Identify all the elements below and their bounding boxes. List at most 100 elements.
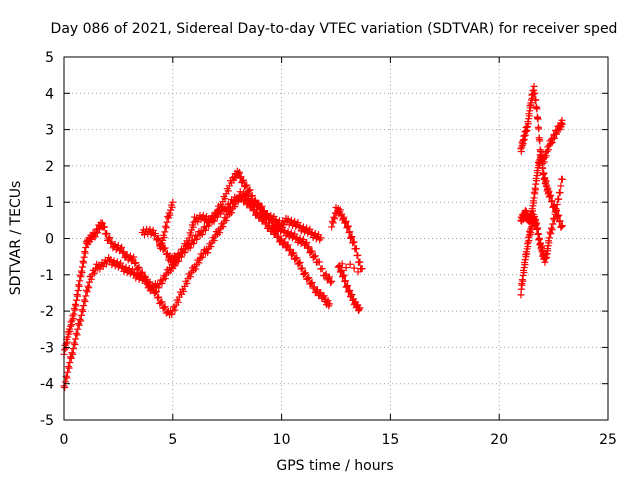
data-point — [311, 252, 319, 260]
data-point — [345, 229, 353, 237]
data-point — [75, 321, 83, 329]
data-point — [106, 234, 114, 242]
data-point — [541, 153, 549, 161]
data-point — [69, 350, 77, 358]
data-point — [268, 226, 276, 234]
data-point — [305, 243, 313, 251]
data-point — [224, 187, 232, 195]
data-point — [356, 258, 364, 266]
x-tick-label: 20 — [490, 432, 508, 448]
data-point — [272, 228, 280, 236]
data-point — [249, 207, 257, 215]
data-point — [344, 282, 352, 290]
data-point — [101, 223, 109, 231]
data-point — [309, 284, 317, 292]
data-point — [259, 208, 267, 216]
data-point — [158, 279, 166, 287]
data-point — [341, 218, 349, 226]
data-point — [148, 284, 156, 292]
data-point — [305, 274, 313, 282]
data-point — [356, 304, 364, 312]
data-point — [184, 239, 192, 247]
data-point — [532, 96, 540, 104]
data-point — [350, 264, 358, 272]
y-tick-label: 5 — [45, 50, 54, 66]
data-point — [187, 231, 195, 239]
data-point — [347, 234, 355, 242]
data-point — [155, 284, 163, 292]
data-point — [348, 291, 356, 299]
data-point — [234, 197, 242, 205]
data-point — [542, 152, 550, 160]
data-point — [273, 233, 281, 241]
y-axis-title: SDTVAR / TECUs — [8, 181, 24, 296]
data-point — [265, 223, 273, 231]
data-point — [330, 213, 338, 221]
data-point — [61, 384, 69, 392]
data-point — [547, 230, 555, 238]
data-point — [310, 253, 318, 261]
data-point — [548, 197, 556, 205]
data-marks — [60, 82, 566, 392]
data-point — [61, 378, 69, 386]
data-point — [290, 249, 298, 257]
data-point — [278, 235, 286, 243]
data-point — [324, 274, 332, 282]
data-point — [154, 294, 162, 302]
chart-title: Day 086 of 2021, Sidereal Day-to-day VTE… — [51, 21, 618, 37]
data-point — [231, 203, 239, 211]
data-point — [70, 339, 78, 347]
data-point — [244, 199, 252, 207]
data-point — [539, 160, 547, 168]
data-point — [93, 229, 101, 237]
data-point — [103, 229, 111, 237]
data-point — [78, 306, 86, 314]
data-point — [157, 299, 165, 307]
data-point — [340, 213, 348, 221]
data-point — [358, 265, 366, 273]
data-point — [251, 196, 259, 204]
data-point — [549, 203, 557, 211]
y-tick-label: -2 — [40, 304, 54, 320]
data-point — [348, 233, 356, 241]
data-point — [292, 254, 300, 262]
data-point — [321, 271, 329, 279]
data-point — [186, 244, 194, 252]
data-point — [346, 286, 354, 294]
data-point — [554, 212, 562, 220]
data-point — [341, 278, 349, 286]
data-point — [557, 182, 565, 190]
data-point — [138, 268, 146, 276]
data-point — [67, 354, 75, 362]
y-tick-label: 3 — [45, 123, 54, 139]
series-arc-6 — [517, 175, 566, 299]
data-point — [155, 293, 163, 301]
data-point — [212, 211, 220, 219]
data-point — [280, 239, 288, 247]
data-point — [179, 249, 187, 257]
data-point — [73, 331, 81, 339]
data-point — [340, 271, 348, 279]
data-point — [546, 192, 554, 200]
data-point — [547, 198, 555, 206]
data-point — [555, 195, 563, 203]
data-point — [549, 220, 557, 228]
data-point — [183, 279, 191, 287]
data-point — [243, 181, 251, 189]
data-point — [307, 248, 315, 256]
data-point — [87, 275, 95, 283]
data-point — [297, 265, 305, 273]
data-point — [334, 263, 342, 271]
x-axis-title: GPS time / hours — [276, 458, 393, 474]
data-point — [555, 211, 563, 219]
data-point — [236, 188, 244, 196]
data-point — [131, 259, 139, 267]
data-point — [162, 222, 170, 230]
data-point — [180, 287, 188, 295]
data-point — [288, 250, 296, 258]
data-point — [71, 341, 79, 349]
y-tick-label: -1 — [40, 268, 54, 284]
data-point — [300, 270, 308, 278]
data-point — [218, 203, 226, 211]
data-point — [105, 235, 113, 243]
